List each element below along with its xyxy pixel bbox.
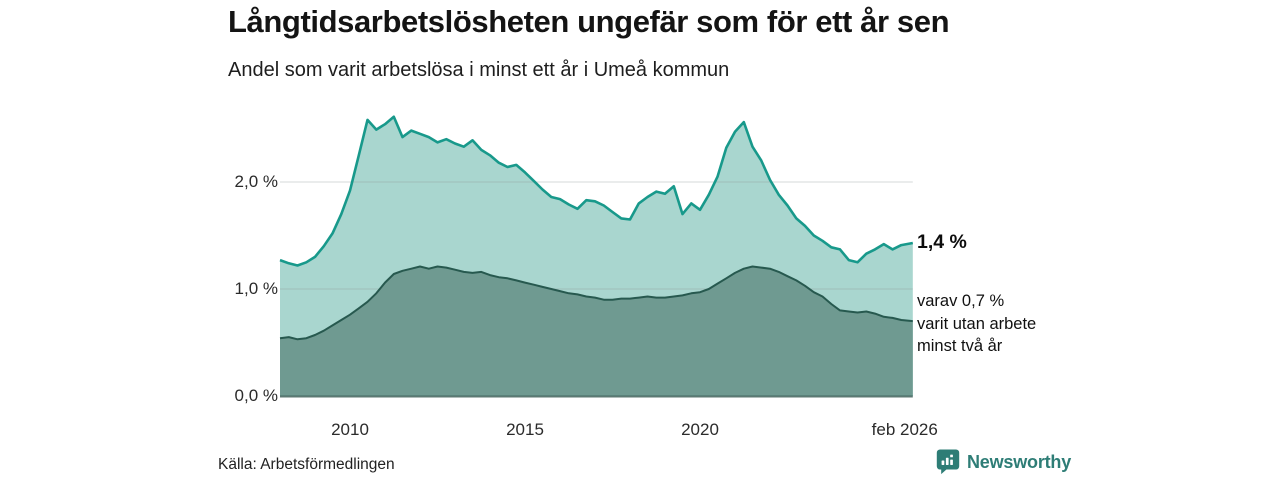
chart-title: Långtidsarbetslösheten ungefär som för e…: [228, 4, 950, 39]
y-axis-tick-label: 2,0 %: [234, 172, 278, 191]
x-axis-tick-label: feb 2026: [871, 420, 938, 439]
x-axis-tick-label: 2015: [506, 420, 544, 439]
newsworthy-wordmark: Newsworthy: [967, 451, 1072, 472]
chart-subtitle: Andel som varit arbetslösa i minst ett å…: [228, 59, 730, 81]
series-two-year-fill: [280, 266, 913, 396]
newsworthy-logo-icon: [936, 449, 960, 475]
series-two-year-line: [279, 265, 913, 341]
latest-value-label: 1,4 %: [917, 230, 967, 253]
secondary-annotation: varav 0,7 % varit utan arbete minst två …: [917, 292, 1037, 355]
y-axis-tick-label: 0,0 %: [234, 386, 278, 405]
x-axis-tick-label: 2020: [681, 420, 719, 439]
x-axis-tick-label: 2010: [331, 420, 369, 439]
newsworthy-logo: Newsworthy: [936, 449, 1071, 475]
source-note: Källa: Arbetsförmedlingen: [218, 456, 395, 473]
y-axis-tick-label: 1,0 %: [234, 279, 278, 298]
series-one-year-line: [279, 115, 914, 267]
